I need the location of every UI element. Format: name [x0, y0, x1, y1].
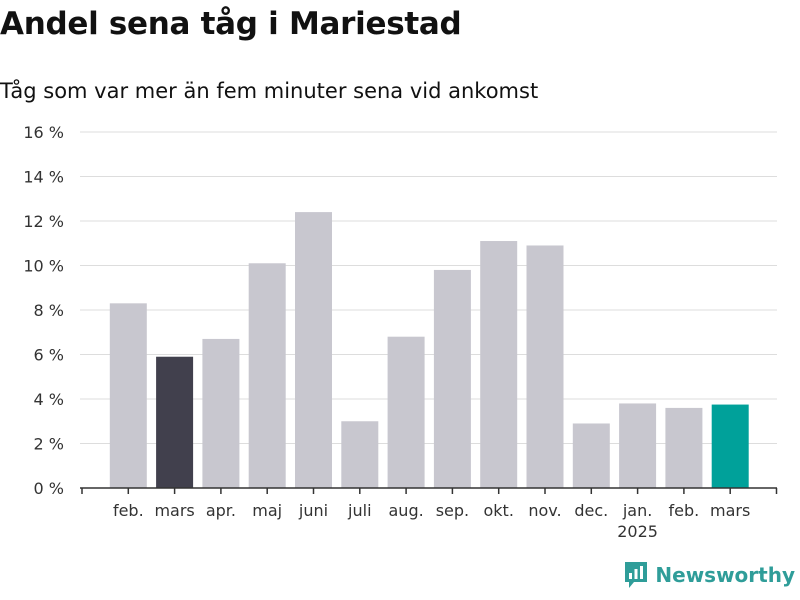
- bar: [711, 404, 749, 488]
- x-tick-label: aug.: [389, 501, 424, 520]
- x-year-label: 2025: [617, 522, 658, 541]
- x-tick-label: mars: [154, 501, 194, 520]
- x-tick-label: maj: [252, 501, 282, 520]
- y-tick-label: 12 %: [23, 212, 64, 231]
- x-tick-label: feb.: [113, 501, 144, 520]
- x-tick-label: juli: [347, 501, 371, 520]
- x-tick-label: feb.: [669, 501, 700, 520]
- chart-title: Andel sena tåg i Mariestad: [0, 6, 462, 42]
- bar: [572, 423, 610, 488]
- bar: [248, 263, 286, 488]
- bar: [480, 241, 518, 488]
- newsworthy-logo-icon: [625, 562, 648, 588]
- brand-name: Newsworthy: [655, 563, 795, 587]
- y-tick-label: 2 %: [34, 435, 64, 454]
- bar: [202, 338, 240, 488]
- x-tick-label: jan.: [622, 501, 652, 520]
- x-tick-label: sep.: [436, 501, 469, 520]
- x-axis: feb. mars apr. maj juni juli aug. sep. okt. nov. d…: [80, 487, 778, 541]
- y-tick-label: 14 %: [23, 168, 64, 187]
- y-tick-label: 4 %: [34, 390, 64, 409]
- bar: [433, 269, 471, 488]
- grid-lines: [80, 131, 777, 444]
- bar: [526, 245, 564, 488]
- bars: [109, 212, 749, 488]
- x-tick-label: apr.: [206, 501, 236, 520]
- bar: [295, 212, 332, 488]
- brand-footer: Newsworthy: [623, 560, 795, 590]
- bar: [665, 407, 703, 488]
- bar: [109, 303, 147, 488]
- x-tick-label: nov.: [528, 501, 561, 520]
- bar: [341, 421, 379, 488]
- bar: [387, 336, 425, 488]
- y-tick-label: 0 %: [34, 479, 64, 498]
- y-tick-label: 6 %: [34, 346, 64, 365]
- bar: [156, 356, 194, 488]
- x-tick-label: dec.: [574, 501, 608, 520]
- x-tick-label: juni: [298, 501, 328, 520]
- y-axis-ticks: 0 % 2 % 4 % 6 % 8 % 10 % 12 % 14 % 16 %: [23, 123, 64, 498]
- chart-subtitle: Tåg som var mer än fem minuter sena vid …: [0, 79, 539, 103]
- bar: [619, 403, 657, 488]
- x-tick-label: mars: [710, 501, 750, 520]
- x-tick-label: okt.: [483, 501, 513, 520]
- y-tick-label: 10 %: [23, 257, 64, 276]
- y-tick-label: 16 %: [23, 123, 64, 142]
- y-tick-label: 8 %: [34, 301, 64, 320]
